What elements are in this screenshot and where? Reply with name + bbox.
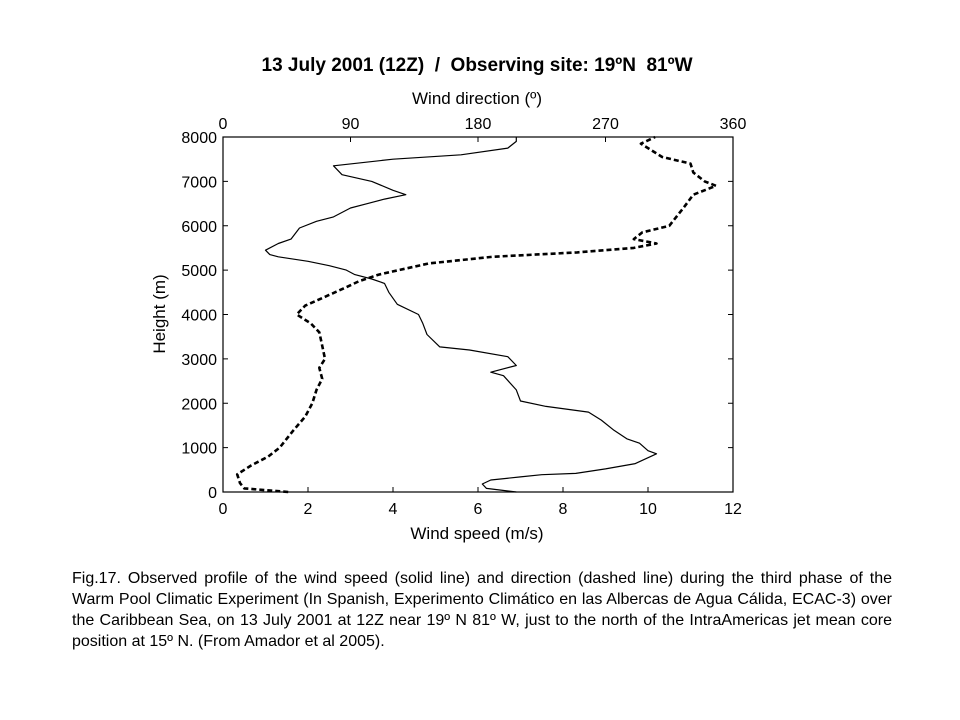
wind-profile-chart: 13 July 2001 (12Z) / Observing site: 19º… xyxy=(150,55,747,543)
y-tick-label: 5000 xyxy=(181,263,217,280)
x2-tick-label: 180 xyxy=(465,116,492,133)
wind-direction-line xyxy=(235,135,718,494)
x2-tick-label: 360 xyxy=(720,116,747,133)
y-tick-label: 1000 xyxy=(181,441,217,458)
x-tick-label: 4 xyxy=(389,501,398,518)
plot-frame xyxy=(222,136,734,493)
x-tick-label: 0 xyxy=(219,501,228,518)
x-tick-label: 8 xyxy=(559,501,568,518)
y-tick-label: 2000 xyxy=(181,396,217,413)
chart-title: 13 July 2001 (12Z) / Observing site: 19º… xyxy=(262,55,693,76)
x-tick-label: 10 xyxy=(639,501,657,518)
x2-tick-label: 90 xyxy=(342,116,360,133)
x2-tick-label: 270 xyxy=(592,116,619,133)
figure-caption: Fig.17. Observed profile of the wind spe… xyxy=(72,570,892,650)
x-tick-label: 12 xyxy=(724,501,742,518)
x-tick-label: 2 xyxy=(304,501,313,518)
x2-tick-label: 0 xyxy=(219,116,228,133)
x-axis-label: Wind speed (m/s) xyxy=(410,524,543,543)
y-axis-label: Height (m) xyxy=(150,274,169,353)
y-tick-label: 0 xyxy=(208,485,217,502)
y-tick-label: 6000 xyxy=(181,219,217,236)
wind-speed-line xyxy=(264,137,658,493)
x-tick-label: 6 xyxy=(474,501,483,518)
y-tick-label: 8000 xyxy=(181,130,217,147)
x2-axis-label: Wind direction (º) xyxy=(412,89,542,108)
y-tick-label: 7000 xyxy=(181,174,217,191)
y-tick-label: 4000 xyxy=(181,308,217,325)
y-tick-label: 3000 xyxy=(181,352,217,369)
